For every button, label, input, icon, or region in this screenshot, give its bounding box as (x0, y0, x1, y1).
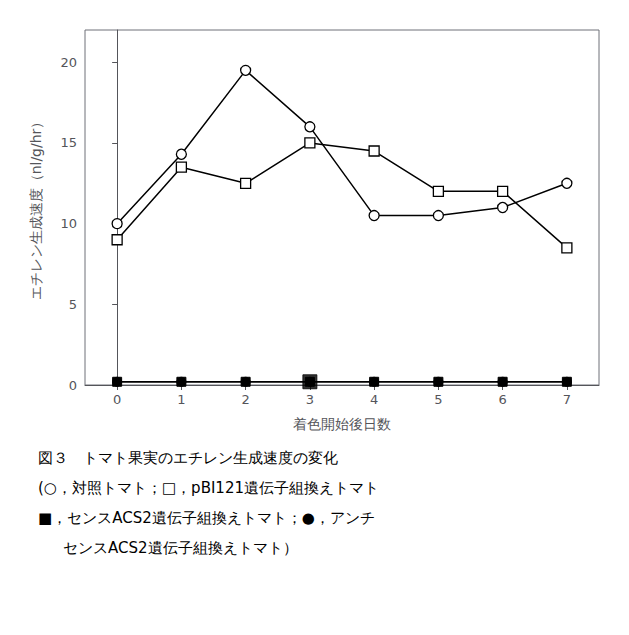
svg-text:7: 7 (563, 392, 571, 407)
svg-text:15: 15 (60, 135, 77, 150)
svg-text:着色開始後日数: 着色開始後日数 (293, 416, 391, 432)
svg-text:0: 0 (113, 392, 121, 407)
svg-text:6: 6 (498, 392, 506, 407)
svg-text:5: 5 (69, 297, 77, 312)
svg-text:20: 20 (60, 55, 77, 70)
svg-text:■，センスACS2遺伝子組換えトマト；●，アンチ: ■，センスACS2遺伝子組換えトマト；●，アンチ (38, 509, 375, 527)
svg-text:0: 0 (69, 378, 77, 393)
svg-text:3: 3 (306, 392, 314, 407)
svg-text:センスACS2遺伝子組換えトマト）: センスACS2遺伝子組換えトマト） (63, 539, 298, 557)
svg-text:(○，対照トマト；□，pBI121遺伝子組換えトマト: (○，対照トマト；□，pBI121遺伝子組換えトマト (38, 479, 379, 497)
svg-text:5: 5 (434, 392, 442, 407)
svg-text:図３ トマト果実のエチレン生成速度の変化: 図３ トマト果実のエチレン生成速度の変化 (38, 449, 338, 467)
svg-text:1: 1 (177, 392, 185, 407)
svg-text:10: 10 (60, 216, 77, 231)
svg-text:エチレン生成速度（nl/g/hr）: エチレン生成速度（nl/g/hr） (28, 115, 44, 301)
svg-text:4: 4 (370, 392, 378, 407)
svg-text:2: 2 (241, 392, 249, 407)
